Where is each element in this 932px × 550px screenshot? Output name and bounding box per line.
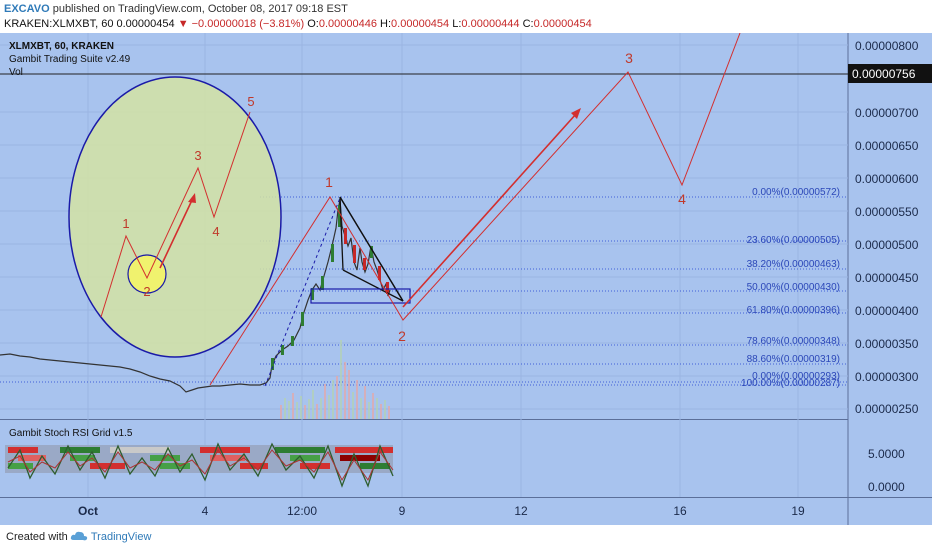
- inset-wave-labels: 1 2 3 4 5: [122, 94, 254, 299]
- price-axis-labels: 0.00000800 0.00000700 0.00000650 0.00000…: [855, 39, 919, 416]
- current-price-label: 0.00000756: [852, 67, 916, 81]
- fib-label: 0.00%(0.00000572): [752, 187, 840, 198]
- inset-wave-2: 2: [143, 284, 150, 299]
- chart-area[interactable]: 0.00%(0.00000572) 23.60%(0.00000505) 38.…: [0, 32, 932, 525]
- legend-vol: Vol: [9, 67, 23, 78]
- author-link[interactable]: EXCAVO: [4, 3, 50, 15]
- low-value: 0.00000444: [461, 18, 520, 30]
- fib-label: 23.60%(0.00000505): [747, 235, 840, 246]
- inset-wave-4: 4: [212, 224, 219, 239]
- inset-wave-5: 5: [247, 94, 254, 109]
- fib-label: 50.00%(0.00000430): [747, 282, 840, 293]
- high-value: 0.00000454: [391, 18, 450, 30]
- main-wave-1: 1: [325, 174, 333, 190]
- main-arrow: [402, 113, 577, 308]
- price-label: 0.00000300: [855, 370, 919, 384]
- chart-legend: XLMXBT, 60, KRAKEN Gambit Trading Suite …: [9, 41, 133, 439]
- fib-label: 78.60%(0.00000348): [747, 336, 840, 347]
- main-arrow-head: [571, 108, 581, 119]
- low-label: L:: [452, 18, 462, 30]
- change-text: ▼ −0.00000018 (−3.81%): [177, 18, 305, 30]
- price-label: 0.00000500: [855, 238, 919, 252]
- created-with-text: Created with: [6, 531, 68, 543]
- main-wave-labels: 1 2 3 4: [325, 50, 686, 344]
- close-label: C:: [522, 18, 534, 30]
- inset-arrow: [159, 197, 194, 269]
- legend-symbol: XLMXBT, 60, KRAKEN: [9, 41, 114, 52]
- volume-bars: [280, 340, 390, 419]
- footer: Created with TradingView: [0, 525, 932, 550]
- time-label: 9: [399, 504, 406, 518]
- time-axis-labels: Oct 4 12:00 9 12 16 19: [78, 504, 805, 518]
- inset-arrow-head: [188, 193, 196, 203]
- price-label: 0.00000450: [855, 271, 919, 285]
- stoch-k-line: [7, 442, 394, 488]
- range-rectangle[interactable]: [310, 288, 411, 304]
- price-label: 0.00000700: [855, 106, 919, 120]
- price-label: 0.00000650: [855, 139, 919, 153]
- fib-label: 61.80%(0.00000396): [747, 305, 840, 316]
- price-label: 0.00000600: [855, 172, 919, 186]
- dashed-trend-line: [264, 197, 341, 387]
- time-label: 12: [514, 504, 528, 518]
- price-label: 0.00000250: [855, 402, 919, 416]
- stoch-d-line: [7, 449, 394, 482]
- main-wave-4: 4: [678, 191, 686, 207]
- open-label: O:: [307, 18, 319, 30]
- ohlc-line: KRAKEN:XLMXBT, 60 0.00000454 ▼ −0.000000…: [4, 18, 592, 30]
- publication-line: EXCAVO published on TradingView.com, Oct…: [4, 3, 348, 15]
- legend-indicator: Gambit Trading Suite v2.49: [9, 54, 131, 65]
- published-text: published on TradingView.com, October 08…: [52, 3, 348, 15]
- inset-wave-1: 1: [122, 216, 129, 231]
- current-price-tag: [848, 64, 932, 83]
- time-label: 4: [202, 504, 209, 518]
- last-price: 0.00000454: [116, 18, 175, 30]
- tradingview-link[interactable]: TradingView: [70, 530, 151, 543]
- open-value: 0.00000446: [318, 18, 377, 30]
- chart-svg[interactable]: 0.00%(0.00000572) 23.60%(0.00000505) 38.…: [0, 32, 932, 525]
- price-axis-pane[interactable]: [848, 33, 932, 525]
- price-label: 0.00000800: [855, 39, 919, 53]
- price-label: 0.00000350: [855, 337, 919, 351]
- fib-label: 38.20%(0.00000463): [747, 259, 840, 270]
- price-series: [0, 199, 391, 393]
- cloud-icon: [70, 531, 88, 541]
- main-wave-2: 2: [398, 328, 406, 344]
- time-label: 12:00: [287, 504, 317, 518]
- fib-label: 0.00%(0.00000293): [752, 371, 840, 382]
- inset-wave: [100, 111, 251, 318]
- osc-label: 0.0000: [868, 480, 905, 494]
- time-axis-pane: [0, 497, 848, 525]
- main-wave-3: 3: [625, 50, 633, 66]
- symbol-text: KRAKEN:XLMXBT, 60: [4, 18, 114, 30]
- fib-label: 100.00%(0.00000287): [741, 378, 840, 389]
- fib-label: 88.60%(0.00000319): [747, 354, 840, 365]
- time-label: Oct: [78, 504, 98, 518]
- price-label: 0.00000550: [855, 205, 919, 219]
- inset-wave-3: 3: [194, 148, 201, 163]
- time-label: 16: [673, 504, 687, 518]
- candles: [271, 205, 389, 370]
- close-value: 0.00000454: [533, 18, 592, 30]
- publication-header: EXCAVO published on TradingView.com, Oct…: [0, 0, 932, 33]
- falling-wedge[interactable]: [339, 196, 404, 302]
- inset-highlight-circle[interactable]: [127, 254, 167, 294]
- time-label: 19: [791, 504, 805, 518]
- price-label: 0.00000400: [855, 304, 919, 318]
- main-wave: [209, 32, 741, 386]
- legend-oscillator: Gambit Stoch RSI Grid v1.5: [9, 428, 133, 439]
- oscillator-axis-labels: 5.0000 0.0000: [868, 447, 905, 494]
- osc-label: 5.0000: [868, 447, 905, 461]
- fib-retracement[interactable]: 0.00%(0.00000572) 23.60%(0.00000505) 38.…: [0, 187, 848, 389]
- high-label: H:: [380, 18, 392, 30]
- brand-label: TradingView: [90, 531, 152, 543]
